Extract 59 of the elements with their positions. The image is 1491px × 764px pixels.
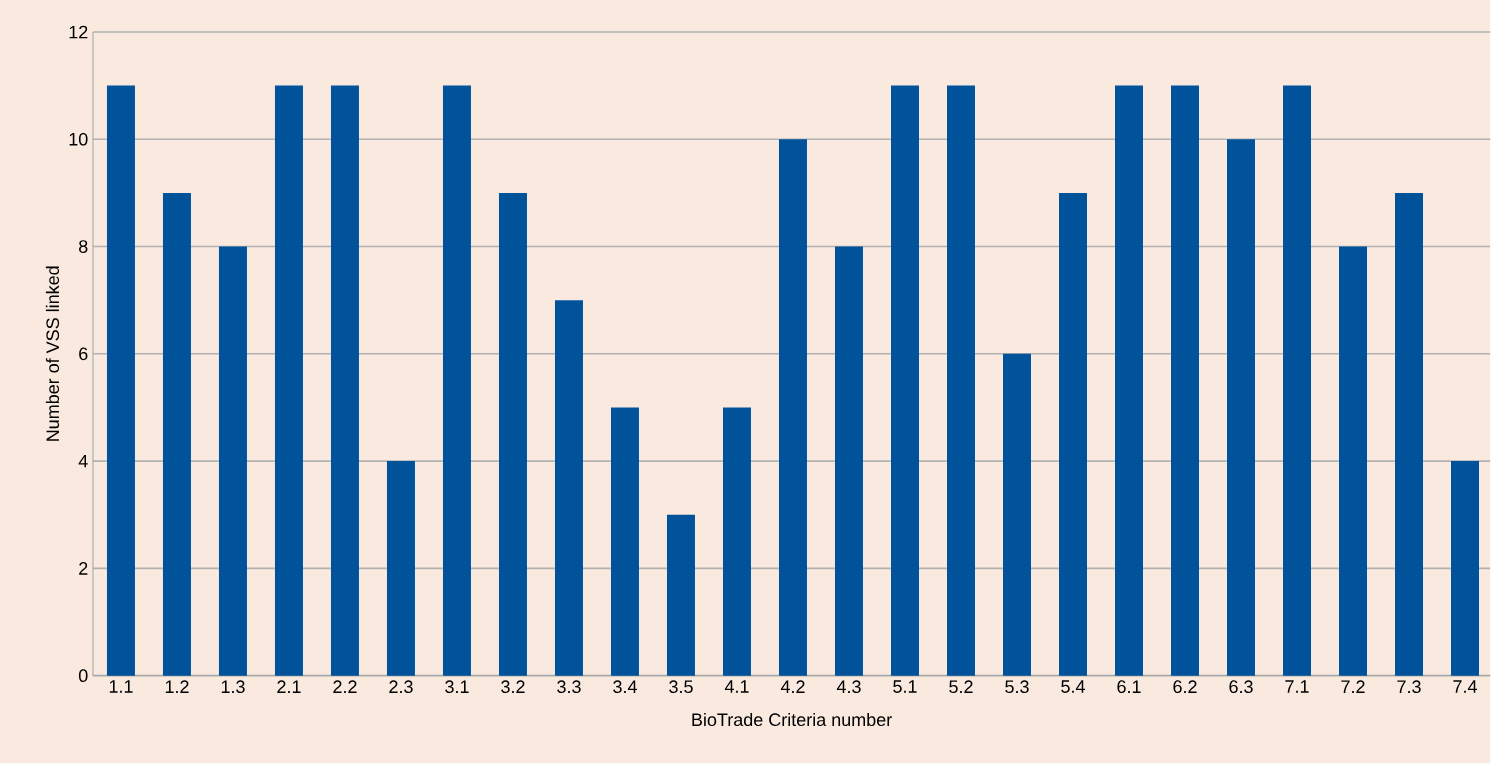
y-tick-label: 2 — [79, 562, 88, 575]
x-tick-label: 6.1 — [1117, 680, 1141, 694]
x-tick-label: 4.2 — [780, 680, 805, 694]
bar — [722, 407, 751, 676]
bar — [554, 300, 583, 676]
bar — [442, 85, 471, 676]
bar — [610, 407, 639, 676]
x-tick-label: 2.2 — [333, 680, 357, 694]
y-tick-label: 6 — [79, 347, 88, 361]
x-tick-label: 5.3 — [1005, 680, 1029, 694]
x-axis-title: BioTrade Criteria number — [692, 713, 892, 727]
x-tick-label: 3.3 — [557, 680, 581, 694]
x-tick-label: 5.2 — [949, 680, 973, 694]
bar — [330, 85, 359, 676]
bar — [106, 85, 135, 676]
x-tick-label: 3.4 — [613, 680, 637, 694]
x-tick-label: 2.1 — [277, 680, 301, 694]
bar — [386, 461, 415, 676]
bar — [1283, 85, 1311, 676]
y-tick-label: 0 — [78, 669, 88, 683]
x-tick-label: 4.1 — [724, 680, 749, 693]
bar — [1059, 193, 1087, 676]
x-tick-label: 7.4 — [1453, 680, 1477, 693]
x-tick-label: 2.3 — [389, 680, 413, 694]
y-tick-label: 12 — [69, 25, 88, 39]
bar — [498, 193, 527, 676]
x-tick-label: 1.3 — [221, 680, 245, 694]
x-tick-label: 3.2 — [501, 680, 525, 694]
x-tick-label: 6.3 — [1229, 680, 1253, 694]
bar — [162, 193, 191, 676]
bar — [666, 514, 695, 676]
bar — [1003, 354, 1031, 676]
x-tick-label: 3.1 — [445, 680, 469, 694]
bar — [891, 85, 919, 676]
bar — [218, 246, 247, 676]
x-tick-label: 1.2 — [165, 680, 189, 694]
bar — [1171, 85, 1199, 676]
x-tick-label: 5.4 — [1061, 680, 1085, 694]
bar — [1395, 193, 1423, 676]
y-axis-title: Number of VSS linked — [45, 266, 60, 442]
x-tick-label: 6.2 — [1173, 680, 1197, 694]
bar — [1339, 246, 1367, 676]
bar — [1115, 85, 1143, 676]
y-tick-label: 4 — [78, 455, 88, 468]
bar — [274, 85, 303, 676]
x-tick-label: 7.2 — [1341, 680, 1365, 694]
x-tick-label: 3.5 — [669, 680, 693, 694]
bar — [778, 139, 807, 676]
x-tick-label: 5.1 — [893, 680, 917, 694]
bar — [1451, 461, 1479, 676]
x-tick-label: 1.1 — [109, 680, 133, 693]
x-tick-label: 7.3 — [1397, 680, 1421, 694]
x-tick-label: 4.3 — [836, 680, 861, 694]
y-tick-label: 8 — [79, 240, 88, 254]
bar — [1227, 139, 1255, 676]
y-tick-label: 10 — [69, 133, 88, 146]
x-tick-label: 7.1 — [1285, 680, 1309, 693]
bar — [947, 85, 975, 676]
bar — [834, 246, 863, 676]
